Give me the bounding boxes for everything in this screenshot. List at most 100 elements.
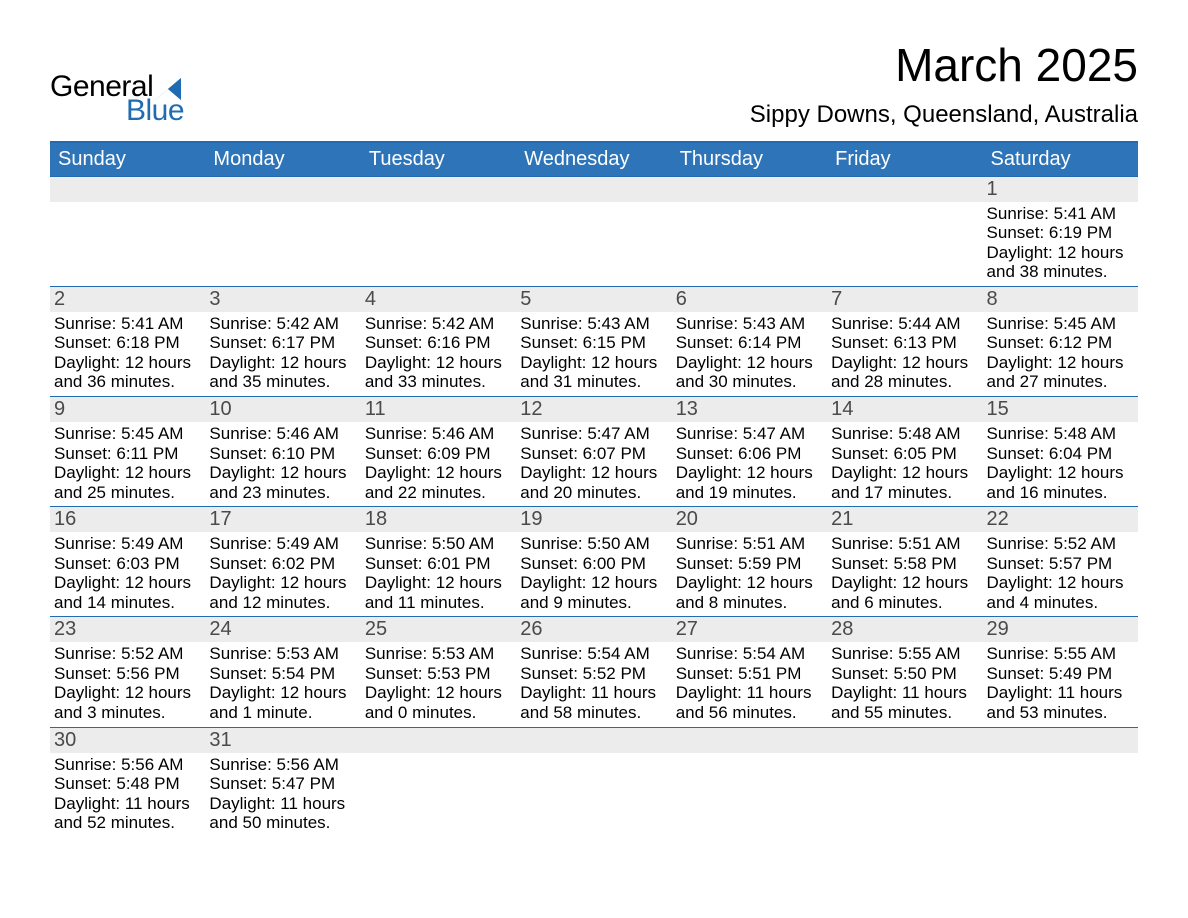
day-number-cell: 27	[672, 617, 827, 642]
page: General Blue March 2025 Sippy Downs, Que…	[0, 0, 1188, 887]
sunrise-text: Sunrise: 5:49 AM	[54, 534, 201, 554]
sunrise-text: Sunrise: 5:47 AM	[676, 424, 823, 444]
dl2-text: and 1 minute.	[209, 703, 356, 723]
day-cell: Sunrise: 5:42 AMSunset: 6:17 PMDaylight:…	[205, 312, 360, 396]
day-number-cell: 3	[205, 287, 360, 312]
day-number-cell: 16	[50, 507, 205, 532]
sunrise-text: Sunrise: 5:43 AM	[520, 314, 667, 334]
sunrise-text: Sunrise: 5:41 AM	[54, 314, 201, 334]
day-cell: Sunrise: 5:51 AMSunset: 5:58 PMDaylight:…	[827, 532, 982, 616]
day-number: 10	[209, 398, 231, 420]
sunset-text: Sunset: 6:01 PM	[365, 554, 512, 574]
day-number-cell: 15	[983, 397, 1138, 422]
sunset-text: Sunset: 6:15 PM	[520, 333, 667, 353]
day-number: 18	[365, 508, 387, 530]
day-cell: Sunrise: 5:43 AMSunset: 6:15 PMDaylight:…	[516, 312, 671, 396]
dl2-text: and 22 minutes.	[365, 483, 512, 503]
sunrise-text: Sunrise: 5:54 AM	[676, 644, 823, 664]
day-cell: Sunrise: 5:47 AMSunset: 6:06 PMDaylight:…	[672, 422, 827, 506]
sunset-text: Sunset: 5:51 PM	[676, 664, 823, 684]
day-number: 14	[831, 398, 853, 420]
dl1-text: Daylight: 12 hours	[676, 353, 823, 373]
title-block: March 2025 Sippy Downs, Queensland, Aust…	[750, 40, 1138, 129]
dl2-text: and 52 minutes.	[54, 813, 201, 833]
dl2-text: and 11 minutes.	[365, 593, 512, 613]
day-cell: Sunrise: 5:50 AMSunset: 6:00 PMDaylight:…	[516, 532, 671, 616]
sunset-text: Sunset: 6:03 PM	[54, 554, 201, 574]
logo-text-blue: Blue	[126, 94, 184, 128]
calendar-table: SundayMondayTuesdayWednesdayThursdayFrid…	[50, 141, 1138, 837]
sunrise-text: Sunrise: 5:48 AM	[987, 424, 1134, 444]
day-number-cell: 7	[827, 287, 982, 312]
day-number-cell: 23	[50, 617, 205, 642]
weekday-header: Sunday	[50, 143, 205, 176]
sunrise-text: Sunrise: 5:42 AM	[209, 314, 356, 334]
dl2-text: and 33 minutes.	[365, 372, 512, 392]
day-number-cell: 25	[361, 617, 516, 642]
dl2-text: and 50 minutes.	[209, 813, 356, 833]
sunrise-text: Sunrise: 5:50 AM	[365, 534, 512, 554]
sunrise-text: Sunrise: 5:44 AM	[831, 314, 978, 334]
day-number: 2	[54, 288, 65, 310]
week-row: 1Sunrise: 5:41 AMSunset: 6:19 PMDaylight…	[50, 176, 1138, 286]
day-cell	[205, 202, 360, 286]
day-cell: Sunrise: 5:45 AMSunset: 6:11 PMDaylight:…	[50, 422, 205, 506]
day-cell: Sunrise: 5:46 AMSunset: 6:09 PMDaylight:…	[361, 422, 516, 506]
day-cell: Sunrise: 5:51 AMSunset: 5:59 PMDaylight:…	[672, 532, 827, 616]
day-number: 28	[831, 618, 853, 640]
dl1-text: Daylight: 11 hours	[54, 794, 201, 814]
day-cell: Sunrise: 5:42 AMSunset: 6:16 PMDaylight:…	[361, 312, 516, 396]
day-number-cell: 26	[516, 617, 671, 642]
day-cell: Sunrise: 5:49 AMSunset: 6:03 PMDaylight:…	[50, 532, 205, 616]
dl2-text: and 23 minutes.	[209, 483, 356, 503]
day-number-cell: 20	[672, 507, 827, 532]
day-number: 15	[987, 398, 1009, 420]
day-cell	[672, 753, 827, 837]
dl2-text: and 12 minutes.	[209, 593, 356, 613]
week-row: 9101112131415Sunrise: 5:45 AMSunset: 6:1…	[50, 396, 1138, 506]
day-number: 7	[831, 288, 842, 310]
sunset-text: Sunset: 6:06 PM	[676, 444, 823, 464]
day-cell	[361, 753, 516, 837]
dl1-text: Daylight: 12 hours	[54, 353, 201, 373]
day-number-cell: 31	[205, 728, 360, 753]
day-number-cell: 8	[983, 287, 1138, 312]
calendar-header-row: SundayMondayTuesdayWednesdayThursdayFrid…	[50, 143, 1138, 176]
day-number: 5	[520, 288, 531, 310]
day-number: 1	[987, 178, 998, 200]
dl2-text: and 9 minutes.	[520, 593, 667, 613]
day-cell: Sunrise: 5:52 AMSunset: 5:57 PMDaylight:…	[983, 532, 1138, 616]
weekday-header: Monday	[205, 143, 360, 176]
day-cell: Sunrise: 5:41 AMSunset: 6:18 PMDaylight:…	[50, 312, 205, 396]
dl2-text: and 16 minutes.	[987, 483, 1134, 503]
sunset-text: Sunset: 6:14 PM	[676, 333, 823, 353]
brand-logo: General Blue	[50, 70, 184, 128]
dl1-text: Daylight: 12 hours	[987, 243, 1134, 263]
day-number: 22	[987, 508, 1009, 530]
day-number-cell: 1	[983, 177, 1138, 202]
day-cell	[672, 202, 827, 286]
day-number-cell: 30	[50, 728, 205, 753]
dl1-text: Daylight: 12 hours	[520, 573, 667, 593]
dl2-text: and 6 minutes.	[831, 593, 978, 613]
sunrise-text: Sunrise: 5:52 AM	[987, 534, 1134, 554]
sunset-text: Sunset: 6:02 PM	[209, 554, 356, 574]
dl1-text: Daylight: 12 hours	[987, 573, 1134, 593]
day-number-cell: 24	[205, 617, 360, 642]
dl1-text: Daylight: 12 hours	[365, 463, 512, 483]
day-number-cell	[205, 177, 360, 202]
week-row: 2345678Sunrise: 5:41 AMSunset: 6:18 PMDa…	[50, 286, 1138, 396]
day-number-cell: 19	[516, 507, 671, 532]
day-cell	[50, 202, 205, 286]
daybody-row: Sunrise: 5:45 AMSunset: 6:11 PMDaylight:…	[50, 422, 1138, 506]
location-text: Sippy Downs, Queensland, Australia	[750, 101, 1138, 129]
sunset-text: Sunset: 5:54 PM	[209, 664, 356, 684]
day-cell: Sunrise: 5:41 AMSunset: 6:19 PMDaylight:…	[983, 202, 1138, 286]
day-number-cell: 2	[50, 287, 205, 312]
day-number: 11	[365, 398, 386, 420]
sunrise-text: Sunrise: 5:53 AM	[365, 644, 512, 664]
sunset-text: Sunset: 6:19 PM	[987, 223, 1134, 243]
day-cell: Sunrise: 5:53 AMSunset: 5:54 PMDaylight:…	[205, 642, 360, 726]
day-number: 20	[676, 508, 698, 530]
day-cell: Sunrise: 5:56 AMSunset: 5:48 PMDaylight:…	[50, 753, 205, 837]
